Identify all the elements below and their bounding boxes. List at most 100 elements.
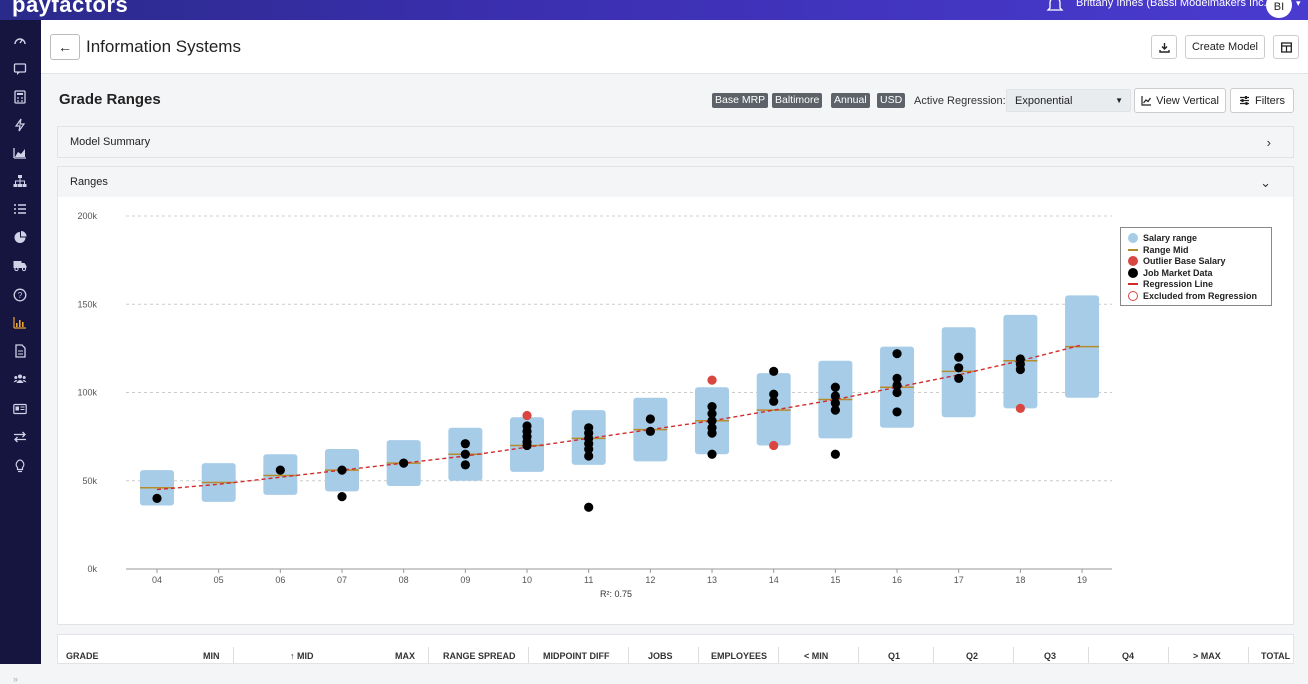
- job-market-point: [830, 405, 840, 415]
- chevron-down-icon[interactable]: ▾: [1296, 0, 1301, 8]
- area-chart-icon[interactable]: [11, 144, 29, 162]
- job-market-point: [645, 414, 655, 424]
- download-button[interactable]: [1151, 35, 1177, 59]
- expand-sidebar-icon[interactable]: »: [13, 674, 19, 684]
- job-market-point: [892, 407, 902, 417]
- chat-icon[interactable]: [11, 60, 29, 78]
- pie-chart-icon[interactable]: [11, 228, 29, 246]
- col-min[interactable]: MIN: [203, 651, 220, 661]
- job-market-point: [769, 366, 779, 376]
- col-above-max[interactable]: > MAX: [1193, 651, 1221, 661]
- badge-location: Baltimore: [772, 93, 823, 108]
- job-market-point: [707, 416, 717, 426]
- dashboard-icon[interactable]: [11, 32, 29, 50]
- id-card-icon[interactable]: [11, 400, 29, 418]
- job-market-point: [707, 409, 717, 419]
- outlier-point: [707, 375, 717, 385]
- r-squared-label: R²: 0.75: [600, 589, 633, 599]
- legend-job-market: Job Market Data: [1128, 268, 1213, 278]
- bell-icon[interactable]: [1046, 0, 1064, 14]
- back-button[interactable]: ←: [50, 34, 80, 60]
- outlier-point: [769, 440, 779, 451]
- y-tick-label: 50k: [82, 476, 97, 486]
- job-market-point: [337, 465, 347, 475]
- job-market-point: [830, 391, 840, 401]
- line-chart-icon: [1141, 96, 1152, 106]
- col-q4[interactable]: Q4: [1122, 651, 1135, 661]
- col-grade[interactable]: GRADE: [66, 651, 99, 661]
- job-market-point: [707, 428, 717, 438]
- x-tick-label: 10: [522, 575, 532, 585]
- y-tick-label: 200k: [77, 211, 97, 221]
- job-market-point: [275, 465, 285, 475]
- view-vertical-label: View Vertical: [1156, 94, 1219, 107]
- help-icon[interactable]: ?: [11, 286, 29, 304]
- badge-rate-type: Base MRP: [712, 93, 769, 108]
- col-q1[interactable]: Q1: [888, 651, 901, 661]
- calculator-icon[interactable]: [11, 88, 29, 106]
- logo[interactable]: payfactors: [12, 0, 129, 17]
- job-market-point: [954, 373, 964, 383]
- filters-button[interactable]: Filters: [1230, 88, 1294, 113]
- model-summary-panel-header[interactable]: Model Summary ›: [57, 126, 1294, 158]
- job-market-point: [460, 449, 470, 459]
- bar-chart-icon[interactable]: [11, 314, 29, 332]
- svg-text:?: ?: [18, 291, 23, 300]
- transfer-icon[interactable]: [11, 428, 29, 446]
- job-market-point: [769, 389, 779, 399]
- org-chart-icon[interactable]: [11, 172, 29, 190]
- table-view-button[interactable]: [1273, 35, 1299, 59]
- col-midpoint-diff[interactable]: MIDPOINT DIFF: [543, 651, 610, 661]
- x-tick-label: 08: [399, 575, 409, 585]
- sidebar: ? »: [0, 20, 41, 684]
- col-range-spread[interactable]: RANGE SPREAD: [443, 651, 516, 661]
- job-market-point: [830, 382, 840, 392]
- job-market-point: [892, 387, 902, 398]
- lightbulb-icon[interactable]: [11, 457, 29, 475]
- legend-excluded: Excluded from Regression: [1128, 291, 1257, 301]
- col-max[interactable]: MAX: [395, 651, 415, 661]
- col-q3[interactable]: Q3: [1044, 651, 1057, 661]
- col-total-employees[interactable]: TOTAL E: [1261, 651, 1293, 661]
- badge-currency: USD: [877, 93, 906, 108]
- create-model-button[interactable]: Create Model: [1185, 35, 1265, 59]
- view-vertical-button[interactable]: View Vertical: [1134, 88, 1226, 113]
- regression-line: [156, 344, 1083, 491]
- job-market-point: [892, 349, 902, 359]
- section-title: Grade Ranges: [59, 91, 161, 108]
- document-icon[interactable]: [11, 342, 29, 360]
- col-q2[interactable]: Q2: [966, 651, 979, 661]
- col-mid[interactable]: ↑ MID: [290, 651, 314, 661]
- outlier-point: [1015, 403, 1025, 413]
- truck-icon[interactable]: [11, 256, 29, 274]
- x-tick-label: 09: [460, 575, 470, 585]
- col-employees[interactable]: EMPLOYEES: [711, 651, 768, 661]
- download-icon: [1158, 42, 1170, 53]
- chart-panel: [57, 197, 1294, 625]
- active-regression-label: Active Regression:: [914, 95, 1006, 107]
- salary-range-bar: [756, 373, 791, 446]
- col-below-min[interactable]: < MIN: [804, 651, 829, 661]
- job-market-point: [460, 460, 470, 470]
- list-icon[interactable]: [11, 200, 29, 218]
- avatar[interactable]: BI: [1266, 0, 1292, 18]
- page-header: ← Information Systems Create Model: [41, 20, 1308, 74]
- legend-range-mid: Range Mid: [1128, 245, 1189, 255]
- job-market-point: [460, 439, 470, 449]
- ranges-label: Ranges: [70, 176, 108, 188]
- lightning-icon[interactable]: [11, 116, 29, 134]
- y-tick-label: 0k: [87, 564, 97, 574]
- legend-outlier: Outlier Base Salary: [1128, 256, 1226, 266]
- job-market-point: [645, 426, 655, 436]
- job-market-point: [769, 396, 779, 406]
- chevron-right-icon: ›: [1266, 135, 1271, 150]
- legend-salary-range: Salary range: [1128, 233, 1197, 243]
- users-icon[interactable]: [11, 370, 29, 388]
- regression-select[interactable]: Exponential ▼: [1006, 89, 1131, 112]
- caret-down-icon: ▼: [1115, 96, 1123, 105]
- user-name[interactable]: Brittany Innes (Bassi Modelmakers Inc.): [1076, 0, 1271, 9]
- col-jobs[interactable]: JOBS: [648, 651, 673, 661]
- grade-ranges-chart: 0k 50k 100k 150k 200k 04 05 06 07 08 09 10 11 12 13 14 1…: [77, 211, 1112, 585]
- regression-select-value: Exponential: [1015, 95, 1073, 107]
- x-tick-label: 15: [830, 575, 840, 585]
